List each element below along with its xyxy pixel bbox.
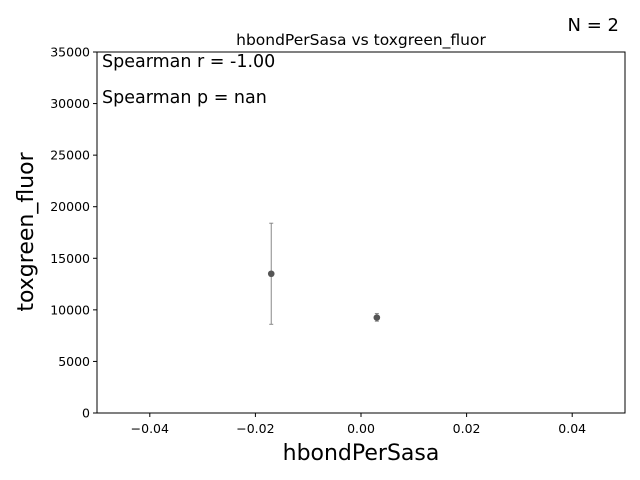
- x-axis-ticks: −0.04 −0.02 0.00 0.02 0.04: [131, 413, 586, 436]
- plot-frame: [96, 51, 626, 414]
- y-axis-label: toxgreen_fluor: [14, 151, 39, 311]
- spearman-r-annotation: Spearman r = -1.00: [102, 52, 275, 72]
- x-tick-label: −0.04: [131, 421, 169, 436]
- data-points: [267, 270, 381, 321]
- data-point-1: [267, 270, 275, 278]
- y-tick-label: 15000: [50, 251, 90, 266]
- y-tick-label: 0: [82, 406, 90, 421]
- data-point-2: [373, 314, 381, 321]
- y-tick-label: 5000: [58, 354, 90, 369]
- y-tick-label: 25000: [50, 148, 90, 163]
- x-tick-label: 0.02: [453, 421, 481, 436]
- spearman-p-annotation: Spearman p = nan: [102, 88, 267, 108]
- y-tick-label: 30000: [50, 96, 90, 111]
- y-tick-label: 20000: [50, 199, 90, 214]
- x-axis-label: hbondPerSasa: [283, 441, 440, 466]
- chart-title: hbondPerSasa vs toxgreen_fluor: [236, 31, 486, 50]
- y-tick-label: 10000: [50, 302, 90, 317]
- x-tick-label: 0.04: [558, 421, 586, 436]
- error-bars: [269, 222, 379, 325]
- x-tick-label: 0.00: [347, 421, 375, 436]
- y-axis-ticks: 0 5000 10000 15000 20000 25000 30000 35000: [50, 45, 97, 421]
- sample-count: N = 2: [568, 15, 619, 36]
- y-tick-label: 35000: [50, 45, 90, 60]
- x-tick-label: −0.02: [236, 421, 274, 436]
